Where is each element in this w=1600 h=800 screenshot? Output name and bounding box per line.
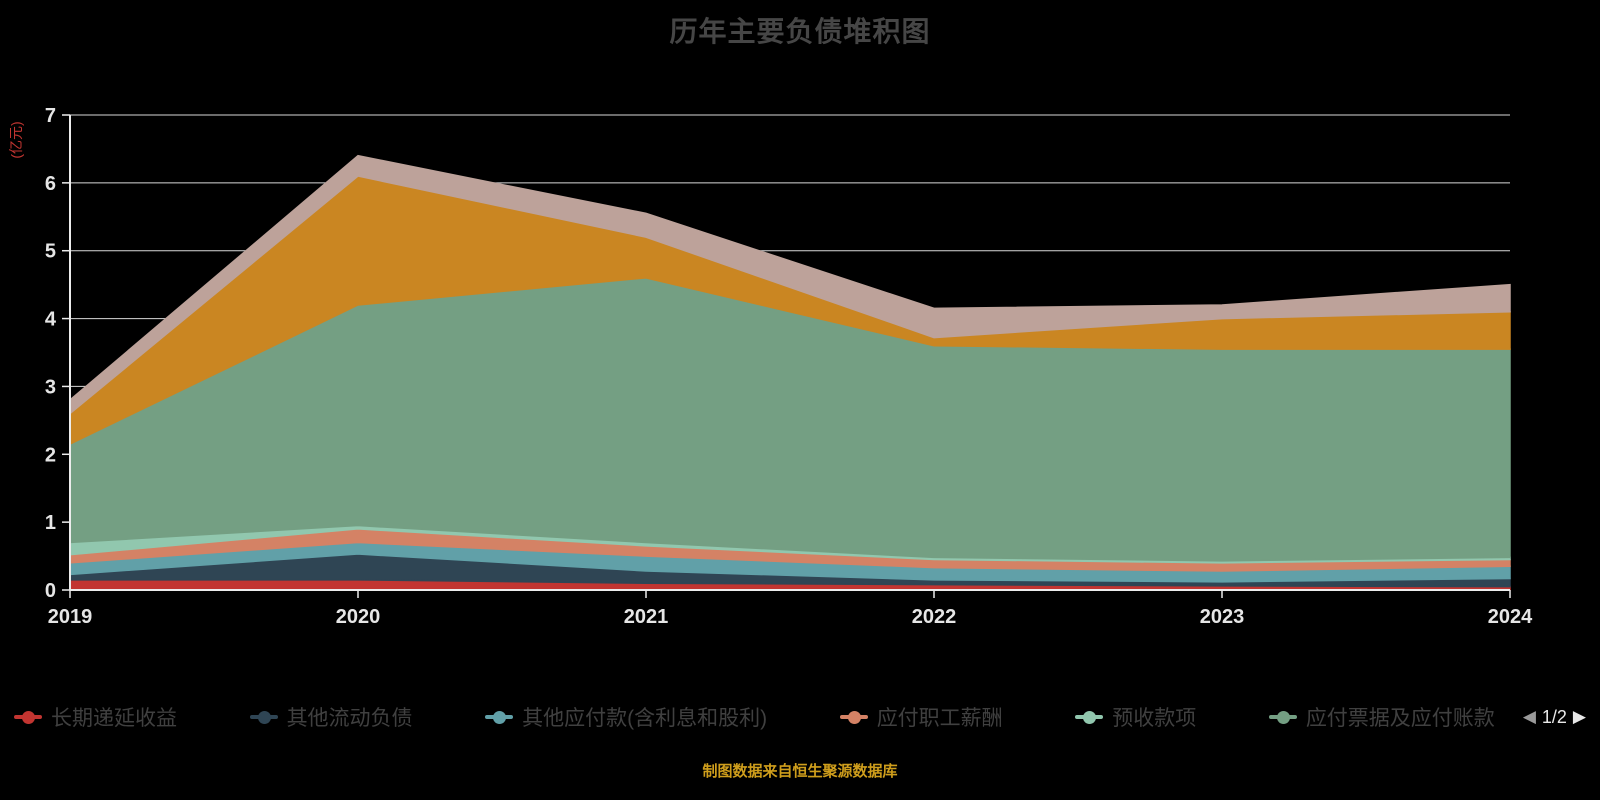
- legend-marker-icon: [1268, 710, 1297, 724]
- legend-item-label: 其他流动负债: [286, 707, 413, 730]
- legend-page-indicator: 1/2: [1541, 706, 1567, 727]
- x-axis-tick-label: 2021: [624, 606, 669, 628]
- x-axis-tick-label: 2024: [1488, 606, 1533, 628]
- legend-item[interactable]: 其他应付款(含利息和股利): [485, 702, 767, 732]
- x-axis-tick-label: 2019: [48, 606, 93, 628]
- y-axis-tick-label: 2: [45, 444, 56, 466]
- legend-next-icon[interactable]: ▶: [1572, 707, 1586, 726]
- y-axis-tick-label: 1: [45, 512, 56, 534]
- y-axis-tick-label: 4: [45, 309, 57, 331]
- legend-item[interactable]: 长期递延收益: [14, 702, 177, 732]
- x-axis-tick-label: 2022: [912, 606, 957, 628]
- y-axis-tick-label: 0: [45, 580, 56, 602]
- x-axis-tick-label: 2020: [336, 606, 381, 628]
- legend-marker-icon: [14, 710, 42, 724]
- chart-title: 历年主要负债堆积图: [669, 16, 931, 47]
- legend-item-label: 应付票据及应付账款: [1305, 707, 1495, 730]
- y-axis-tick-label: 7: [45, 105, 56, 127]
- legend-marker-icon: [839, 710, 868, 724]
- legend-prev-icon[interactable]: ◀: [1522, 707, 1536, 726]
- data-source-caption: 制图数据来自恒生聚源数据库: [702, 763, 898, 780]
- y-axis-tick-label: 3: [45, 376, 56, 398]
- y-axis-tick-label: 5: [45, 241, 56, 263]
- area-series-8[interactable]: [69, 154, 1511, 416]
- legend-pager: ◀ 1/2 ▶: [1523, 707, 1586, 728]
- legend: 长期递延收益 其他流动负债 其他应付款(含利息和股利) 应付职工薪酬 预收款项 应付票据及…: [14, 702, 1586, 732]
- legend-item[interactable]: 其他流动负债: [249, 702, 413, 732]
- y-axis-tick-label: 6: [45, 173, 56, 195]
- stacked-area-chart: 0 1 2 3 4 5 6 7 2019 2020 2021 2022 2023 2024: [45, 105, 1533, 628]
- legend-item[interactable]: 预收款项: [1075, 702, 1196, 732]
- legend-marker-icon: [249, 710, 278, 724]
- legend-item-list: 长期递延收益 其他流动负债 其他应付款(含利息和股利) 应付职工薪酬 预收款项 应付票据及…: [14, 702, 1495, 732]
- legend-marker-icon: [1075, 710, 1104, 724]
- legend-item[interactable]: 应付职工薪酬: [839, 702, 1003, 732]
- legend-item[interactable]: 应付票据及应付账款: [1268, 702, 1495, 732]
- legend-marker-icon: [485, 710, 514, 724]
- legend-item-label: 预收款项: [1112, 707, 1197, 730]
- x-axis-tick-label: 2023: [1200, 606, 1245, 628]
- legend-item-label: 长期递延收益: [51, 707, 177, 730]
- legend-item-label: 应付职工薪酬: [876, 707, 1003, 730]
- legend-item-label: 其他应付款(含利息和股利): [522, 707, 768, 730]
